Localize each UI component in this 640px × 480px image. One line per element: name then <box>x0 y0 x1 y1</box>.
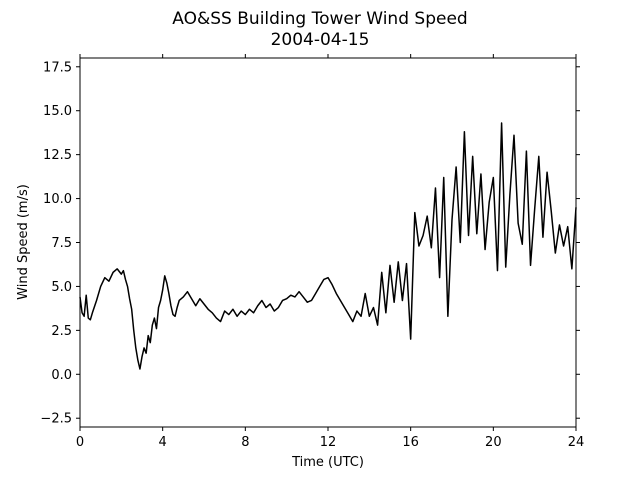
x-tick-label: 16 <box>402 435 419 450</box>
x-tick-label: 24 <box>568 435 585 450</box>
wind-speed-line <box>79 122 577 370</box>
y-tick-label: 2.5 <box>51 324 72 339</box>
y-tick-label: 17.5 <box>43 60 72 75</box>
y-tick-label: −2.5 <box>40 412 72 427</box>
y-tick-label: 12.5 <box>43 148 72 163</box>
x-tick-label: 0 <box>76 435 84 450</box>
y-tick-label: 10.0 <box>43 192 72 207</box>
y-tick-label: 15.0 <box>43 104 72 119</box>
chart-subtitle: 2004-04-15 <box>271 30 370 50</box>
axis-ticks: 0 4 8 12 16 20 24 −2.5 0.0 2.5 5.0 7.5 10.0 12.5 15.0 1… <box>40 54 584 450</box>
plot-area <box>79 122 577 370</box>
x-axis-label: Time (UTC) <box>291 455 364 470</box>
y-axis-label: Wind Speed (m/s) <box>16 184 31 300</box>
y-tick-label: 7.5 <box>51 236 72 251</box>
x-tick-label: 20 <box>485 435 502 450</box>
x-tick-label: 12 <box>320 435 337 450</box>
y-tick-label: 5.0 <box>51 280 72 295</box>
x-tick-label: 8 <box>241 435 249 450</box>
chart-title: AO&SS Building Tower Wind Speed <box>172 9 467 29</box>
x-tick-label: 4 <box>159 435 167 450</box>
y-tick-label: 0.0 <box>51 368 72 383</box>
plot-frame <box>79 57 577 428</box>
